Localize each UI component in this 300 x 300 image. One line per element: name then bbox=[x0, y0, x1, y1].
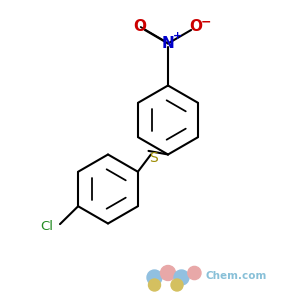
Circle shape bbox=[148, 279, 160, 291]
Text: N: N bbox=[162, 36, 174, 51]
Circle shape bbox=[147, 270, 162, 285]
Circle shape bbox=[188, 266, 201, 280]
Text: Cl: Cl bbox=[40, 220, 53, 233]
Text: O: O bbox=[189, 19, 203, 34]
Circle shape bbox=[171, 279, 183, 291]
Text: −: − bbox=[201, 15, 211, 28]
Text: Chem.com: Chem.com bbox=[206, 271, 267, 281]
Circle shape bbox=[174, 270, 189, 285]
Text: O: O bbox=[134, 19, 147, 34]
Text: S: S bbox=[149, 151, 158, 164]
Text: +: + bbox=[172, 31, 182, 41]
Circle shape bbox=[160, 266, 175, 280]
